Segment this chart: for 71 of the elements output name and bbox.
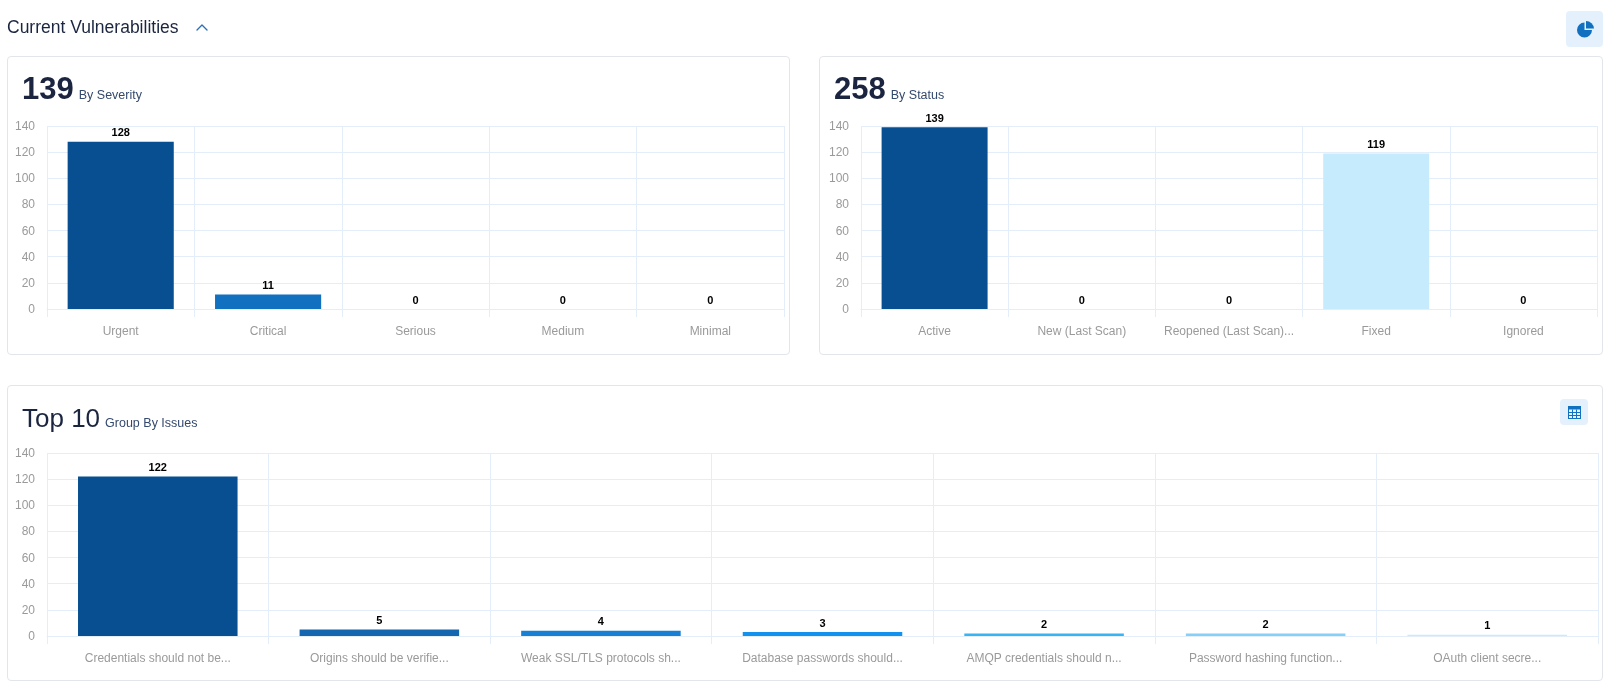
chart-title: 139 — [22, 71, 74, 106]
y-tick-label: 100 — [14, 498, 36, 513]
x-tick-label: Origins should be verifie... — [309, 651, 449, 665]
y-tick-label: 120 — [14, 472, 36, 487]
data-label: 122 — [148, 461, 167, 474]
x-tick-label: Credentials should not be... — [84, 651, 231, 665]
data-label: 0 — [412, 293, 419, 306]
bar — [521, 630, 681, 636]
y-tick-label: 140 — [14, 119, 36, 133]
y-tick-label: 20 — [835, 275, 850, 290]
data-label: 2 — [1041, 617, 1048, 630]
bar — [299, 629, 460, 636]
bar — [742, 632, 903, 636]
x-tick-label: Active — [918, 324, 952, 338]
x-tick-label: New (Last Scan) — [1037, 324, 1127, 338]
data-label: 0 — [1520, 293, 1527, 306]
x-tick-label: AMQP credentials should n... — [966, 651, 1122, 665]
data-label: 119 — [1367, 137, 1386, 150]
y-tick-label: 140 — [828, 119, 850, 133]
x-tick-label: Fixed — [1361, 324, 1391, 338]
data-label: 11 — [262, 279, 274, 292]
x-tick-label: Minimal — [689, 324, 731, 338]
y-tick-label: 40 — [21, 576, 36, 591]
chart-title: 258 — [834, 71, 886, 106]
data-label: 4 — [597, 615, 605, 628]
y-tick-label: 0 — [842, 302, 850, 316]
y-tick-label: 120 — [14, 145, 36, 160]
data-label: 2 — [1262, 617, 1269, 630]
y-tick-label: 80 — [21, 524, 36, 539]
y-tick-label: 100 — [14, 171, 36, 186]
data-label: 1 — [1484, 619, 1491, 632]
data-label: 0 — [1225, 293, 1233, 306]
bar — [964, 633, 1124, 636]
data-label: 0 — [559, 293, 566, 306]
x-tick-label: Serious — [395, 324, 436, 338]
y-tick-label: 20 — [21, 275, 36, 290]
y-tick-label: 20 — [21, 602, 36, 617]
x-tick-label: Reopened (Last Scan)... — [1163, 324, 1295, 338]
y-tick-label: 120 — [828, 145, 850, 160]
y-tick-label: 60 — [21, 223, 36, 238]
chart-subtitle: Group By Issues — [105, 416, 198, 430]
bar — [78, 476, 238, 636]
chart-subtitle: By Severity — [78, 88, 142, 102]
x-tick-label: Database passwords should... — [742, 651, 903, 665]
chart-title: Top 10 — [22, 403, 101, 433]
x-tick-label: Medium — [541, 324, 585, 338]
data-label: 139 — [925, 111, 944, 124]
y-tick-label: 40 — [835, 249, 850, 264]
y-tick-label: 100 — [828, 171, 850, 186]
data-label: 5 — [376, 613, 383, 626]
x-tick-label: Critical — [249, 324, 287, 338]
y-tick-label: 0 — [28, 302, 36, 316]
data-label: 128 — [111, 126, 130, 139]
text: Current Vulnerabilities — [7, 17, 179, 37]
y-tick-label: 60 — [21, 550, 36, 565]
x-tick-label: Password hashing function... — [1188, 651, 1343, 665]
y-tick-label: 80 — [21, 197, 36, 212]
y-tick-label: 80 — [835, 197, 850, 212]
chart-subtitle: By Status — [890, 88, 945, 102]
y-tick-label: 140 — [14, 446, 36, 460]
y-tick-label: 40 — [21, 249, 36, 264]
y-tick-label: 0 — [28, 629, 36, 643]
data-label: 3 — [819, 616, 826, 629]
x-tick-label: Weak SSL/TLS protocols sh... — [521, 651, 681, 665]
data-label: 0 — [1078, 293, 1085, 306]
y-tick-label: 60 — [835, 223, 850, 238]
x-tick-label: OAuth client secre... — [1433, 651, 1542, 665]
bar — [1185, 633, 1346, 636]
x-tick-label: Ignored — [1503, 324, 1544, 338]
x-tick-label: Urgent — [102, 324, 140, 338]
data-label: 0 — [707, 293, 714, 306]
